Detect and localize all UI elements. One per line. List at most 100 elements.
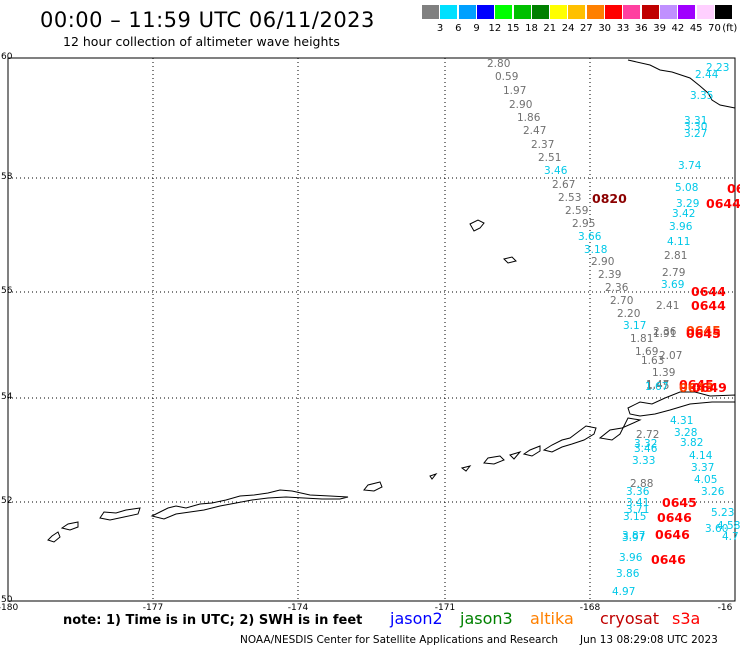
scale-label: 24 [561, 23, 575, 34]
wave-height-value: 0.59 [495, 71, 519, 83]
wave-height-value: 4.58 [717, 520, 740, 532]
wave-height-value: 3.96 [619, 552, 643, 564]
wave-height-value: 3.32 [634, 438, 658, 450]
wave-height-value: 2.53 [558, 192, 582, 204]
coastline-island [598, 417, 642, 441]
generated-timestamp: Jun 13 08:29:08 UTC 2023 [580, 634, 718, 646]
wave-height-value: 2.41 [656, 300, 680, 312]
wave-height-value: 3.36 [626, 486, 650, 498]
wave-height-value: 4.11 [667, 236, 691, 248]
coastline-island [460, 465, 472, 472]
longitude-label: -16 [717, 603, 733, 613]
wave-height-value: 3.15 [623, 511, 647, 523]
scale-swatch [714, 5, 732, 19]
map-frame [7, 57, 736, 602]
scale-label: 45 [689, 23, 703, 34]
wave-height-value: 2.79 [662, 267, 686, 279]
wave-height-value: 3.18 [584, 244, 608, 256]
pass-time-tag: 0645 [679, 380, 714, 395]
wave-height-value: 3.60 [705, 523, 729, 535]
wave-height-value: 4.7 [722, 531, 739, 543]
coastline-island [363, 481, 383, 492]
coastline-island [483, 455, 505, 465]
scale-swatch [531, 5, 549, 19]
wave-height-value: 2.67 [552, 179, 576, 191]
scale-label: 42 [671, 23, 685, 34]
satellite-cryosat: cryosat [600, 609, 660, 628]
wave-height-value: 3.86 [616, 568, 640, 580]
wave-height-value: 1.47 [646, 379, 670, 391]
pass-time-tag: 0645 [686, 323, 721, 338]
latitude-label: 50 [1, 595, 13, 605]
color-scale-legend: 3 6 9 12 15 18 21 24 27 30 33 36 39 42 45 70 (ft) [422, 5, 737, 34]
wave-height-value: 4.05 [694, 474, 718, 486]
pass-time-tag: 0644 [727, 181, 740, 196]
wave-height-value: 3.27 [684, 128, 708, 140]
scale-label: 30 [598, 23, 612, 34]
wave-height-value: 4.31 [670, 415, 694, 427]
longitude-label: -171 [434, 603, 456, 613]
wave-height-value: 2.47 [523, 125, 547, 137]
scale-swatch [568, 5, 586, 19]
wave-height-value: 2.59 [565, 205, 589, 217]
scale-swatch [513, 5, 531, 19]
scale-label: 39 [653, 23, 666, 34]
page-subtitle: 12 hour collection of altimeter wave hei… [63, 34, 340, 49]
scale-swatch [586, 5, 604, 19]
wave-height-value: 2.95 [572, 218, 596, 230]
pass-time-tag: 0644 [706, 196, 740, 211]
wave-height-value: 5.23 [711, 507, 735, 519]
wave-height-value: 4.14 [689, 450, 713, 462]
scale-swatch [605, 5, 622, 19]
wave-height-value: 2.23 [706, 62, 730, 74]
scale-swatch [422, 5, 439, 19]
coastline-island [542, 425, 597, 453]
pass-time-tag: 0646 [651, 552, 686, 567]
scale-label: 70 [708, 23, 721, 34]
pass-time-tag: 0646 [655, 527, 690, 542]
wave-height-value: 2.36 [605, 282, 629, 294]
wave-height-value: 3.17 [623, 320, 647, 332]
pass-time-tag: 0645 [679, 377, 714, 392]
scale-swatch [678, 5, 696, 19]
wave-height-value: 1.45 [646, 380, 670, 392]
wave-height-value: 3.96 [669, 221, 693, 233]
pass-time-tag: 0820 [592, 191, 627, 206]
wave-height-value: 3.46 [544, 165, 568, 177]
wave-height-value: 3.33 [632, 455, 656, 467]
scale-swatch [476, 5, 494, 19]
wave-height-value: 1.63 [641, 355, 665, 367]
scale-label: 15 [506, 23, 520, 34]
pass-time-tag: 0645 [662, 495, 697, 510]
wave-height-value: 3.31 [684, 115, 708, 127]
satellite-altika: altika [530, 609, 574, 628]
scale-label: 6 [455, 23, 462, 34]
longitude-label: -174 [287, 603, 309, 613]
coastline-island [522, 445, 541, 457]
pass-time-tag: 0644 [691, 298, 726, 313]
wave-height-value: 3.41 [626, 497, 650, 509]
wave-height-value: 1.86 [517, 112, 541, 124]
wave-height-value: 2.51 [538, 152, 562, 164]
coastline-island [469, 219, 485, 232]
scale-swatch [696, 5, 714, 19]
credit-text: NOAA/NESDIS Center for Satellite Applica… [240, 634, 558, 646]
scale-swatch [440, 5, 458, 19]
latitude-label: 54 [1, 392, 13, 402]
wave-height-value: 1.81 [630, 333, 654, 345]
latitude-label: 52 [1, 496, 13, 506]
scale-label: 21 [543, 23, 557, 34]
wave-height-value: 3.35 [690, 90, 714, 102]
pass-time-tag: 0644 [691, 284, 726, 299]
scale-swatch [659, 5, 677, 19]
wave-height-value: 3.74 [678, 160, 702, 172]
scale-swatch [550, 5, 568, 19]
coastline-island [509, 451, 522, 460]
wave-height-value: 3.30 [684, 121, 708, 133]
wave-height-value: 2.44 [695, 69, 719, 81]
wave-height-value: 3.42 [672, 208, 696, 220]
wave-height-value: 2.39 [598, 269, 622, 281]
wave-height-value: 2.90 [591, 256, 615, 268]
scale-swatch [495, 5, 513, 19]
